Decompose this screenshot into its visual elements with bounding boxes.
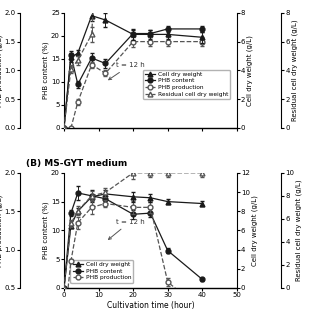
Y-axis label: PHB content (%): PHB content (%) xyxy=(43,202,50,259)
Legend: Cell dry weight, PHB content, PHB production: Cell dry weight, PHB content, PHB produc… xyxy=(70,260,133,283)
Text: t = 12 h: t = 12 h xyxy=(108,219,145,239)
Legend: Cell dry weight, PHB content, PHB production, Residual cell dry weight: Cell dry weight, PHB content, PHB produc… xyxy=(142,69,230,99)
Y-axis label: Residual cell dry weight (g/L): Residual cell dry weight (g/L) xyxy=(296,180,302,281)
Y-axis label: PHB production (g/L): PHB production (g/L) xyxy=(0,34,3,107)
Y-axis label: Residual cell dry weight (g/L): Residual cell dry weight (g/L) xyxy=(291,20,298,121)
Y-axis label: Cell dry weight (g/L): Cell dry weight (g/L) xyxy=(251,195,258,266)
X-axis label: Cultivation time (hour): Cultivation time (hour) xyxy=(107,301,194,310)
Text: t = 12 h: t = 12 h xyxy=(109,62,145,80)
Y-axis label: Cell dry weight (g/L): Cell dry weight (g/L) xyxy=(247,35,253,106)
Y-axis label: PHB production (g/L): PHB production (g/L) xyxy=(0,194,3,267)
Y-axis label: PHB content (%): PHB content (%) xyxy=(43,42,50,99)
Text: (B) MS-GYT medium: (B) MS-GYT medium xyxy=(26,159,127,168)
